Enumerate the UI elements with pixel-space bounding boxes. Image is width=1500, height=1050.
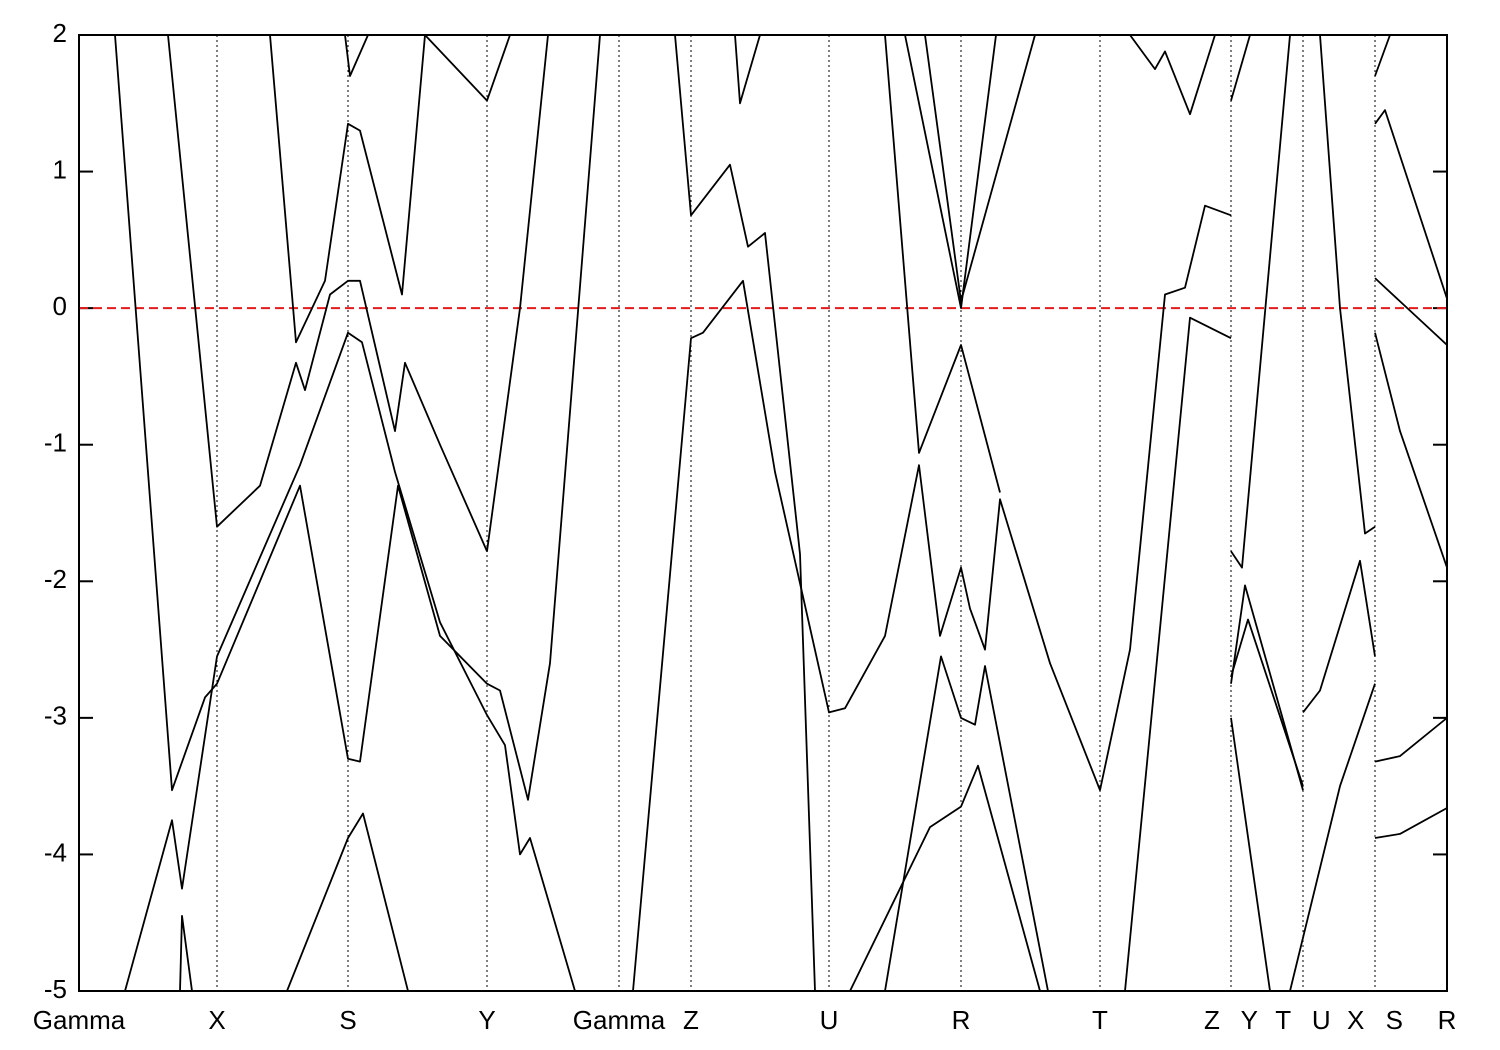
band (167, 35, 549, 553)
band (904, 35, 997, 309)
y-tick-label: -1 (44, 428, 67, 458)
x-tick-label: Y (478, 1005, 495, 1035)
band (1374, 109, 1447, 299)
band (849, 764, 1041, 991)
band (1374, 35, 1391, 77)
bands (114, 35, 1447, 991)
plot-frame (78, 34, 1448, 992)
x-tick-label: S (339, 1005, 356, 1035)
band (884, 655, 1049, 991)
band (1230, 35, 1291, 569)
band (1289, 683, 1376, 991)
y-tick-label: -4 (44, 837, 67, 867)
x-tick-label: Gamma (33, 1005, 126, 1035)
band (1374, 807, 1447, 839)
band (1230, 584, 1304, 791)
x-tick-label: Gamma (573, 1005, 666, 1035)
band (1302, 559, 1376, 713)
x-tick-label: T (1092, 1005, 1108, 1035)
x-tick-label: Z Y (1204, 1005, 1258, 1035)
band (124, 331, 576, 991)
band (1374, 332, 1447, 568)
band (424, 35, 511, 102)
band (632, 204, 1232, 991)
y-tick-label: 2 (53, 18, 67, 48)
band (1230, 717, 1271, 991)
band (1319, 35, 1376, 535)
x-tick-label: X (208, 1005, 225, 1035)
band (674, 35, 816, 991)
band (1124, 316, 1232, 991)
band (114, 35, 601, 801)
band (1230, 35, 1251, 101)
y-tick-label: 1 (53, 154, 67, 184)
band (1230, 618, 1304, 787)
band (269, 35, 426, 344)
x-tick-label: U (820, 1005, 839, 1035)
band (344, 35, 369, 77)
band (1374, 277, 1447, 346)
x-tick-label: R (1438, 1005, 1457, 1035)
band (1374, 717, 1447, 763)
band (884, 35, 1001, 493)
x-tick-label: X S (1347, 1005, 1403, 1035)
y-tick-label: -5 (44, 974, 67, 1004)
y-tick-label: 0 (53, 291, 67, 321)
band (179, 915, 193, 991)
y-tick-label: -2 (44, 564, 67, 594)
x-tick-label: Z (683, 1005, 699, 1035)
band (734, 35, 761, 105)
x-tick-label: R (952, 1005, 971, 1035)
x-tick-label: T U (1275, 1005, 1330, 1035)
y-tick-label: -3 (44, 701, 67, 731)
band (286, 812, 409, 991)
band (1129, 35, 1216, 116)
band (924, 35, 1036, 303)
